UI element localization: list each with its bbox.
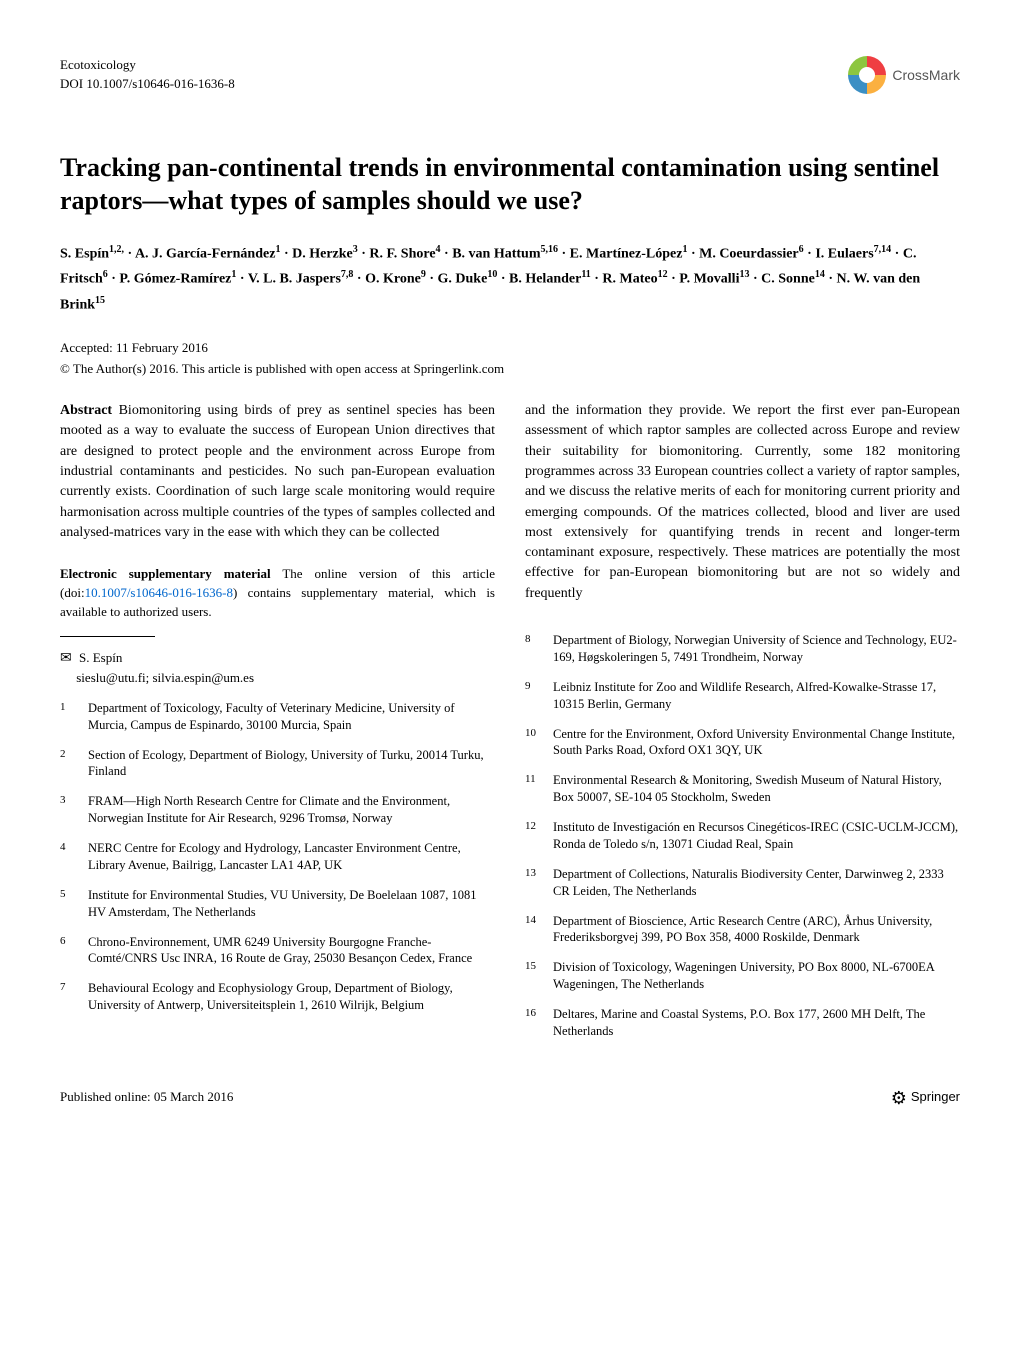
footer: Published online: 05 March 2016 ⚙ Spring…: [60, 1085, 960, 1111]
page-root: Ecotoxicology DOI 10.1007/s10646-016-163…: [0, 0, 1020, 1151]
affiliation-text: Behavioural Ecology and Ecophysiology Gr…: [88, 980, 495, 1014]
affiliation-text: Chrono-Environnement, UMR 6249 Universit…: [88, 934, 495, 968]
affiliation-text: Instituto de Investigación en Recursos C…: [553, 819, 960, 853]
header-left: Ecotoxicology DOI 10.1007/s10646-016-163…: [60, 56, 235, 94]
affiliation-number: 15: [525, 959, 541, 993]
affiliation-item: 3 FRAM—High North Research Centre for Cli…: [60, 793, 495, 827]
affiliation-number: 2: [60, 747, 76, 781]
affiliation-number: 8: [525, 632, 541, 666]
affiliation-item: 15 Division of Toxicology, Wageningen Uni…: [525, 959, 960, 993]
affiliation-item: 16 Deltares, Marine and Coastal Systems, …: [525, 1006, 960, 1040]
copyright-notice: © The Author(s) 2016. This article is pu…: [60, 360, 960, 379]
affiliation-number: 5: [60, 887, 76, 921]
affiliation-item: 8 Department of Biology, Norwegian Univer…: [525, 632, 960, 666]
abstract-text-left: Biomonitoring using birds of prey as sen…: [60, 403, 495, 540]
affiliation-item: 10 Centre for the Environment, Oxford Uni…: [525, 726, 960, 760]
affiliation-item: 12 Instituto de Investigación en Recursos…: [525, 819, 960, 853]
springer-label: Springer: [911, 1088, 960, 1107]
journal-name: Ecotoxicology: [60, 56, 235, 75]
affiliation-text: Section of Ecology, Department of Biolog…: [88, 747, 495, 781]
crossmark-icon: [848, 56, 886, 94]
affiliation-text: Leibniz Institute for Zoo and Wildlife R…: [553, 679, 960, 713]
affiliation-item: 5 Institute for Environmental Studies, VU…: [60, 887, 495, 921]
affiliation-text: Institute for Environmental Studies, VU …: [88, 887, 495, 921]
affiliation-text: Division of Toxicology, Wageningen Unive…: [553, 959, 960, 993]
affiliation-number: 9: [525, 679, 541, 713]
abstract-text-right: and the information they provide. We rep…: [525, 401, 960, 604]
envelope-icon: ✉: [60, 649, 72, 669]
affiliation-number: 10: [525, 726, 541, 760]
affiliations-right: 8 Department of Biology, Norwegian Univer…: [525, 632, 960, 1040]
affiliation-item: 13 Department of Collections, Naturalis B…: [525, 866, 960, 900]
affiliation-number: 1: [60, 700, 76, 734]
affiliation-item: 11 Environmental Research & Monitoring, S…: [525, 772, 960, 806]
corresponding-name: S. Espín: [79, 650, 122, 665]
supplementary-material: Electronic supplementary material The on…: [60, 565, 495, 622]
article-title: Tracking pan-continental trends in envir…: [60, 152, 960, 217]
abstract-columns: Abstract Biomonitoring using birds of pr…: [60, 401, 960, 1053]
affiliation-number: 7: [60, 980, 76, 1014]
affiliation-item: 2 Section of Ecology, Department of Biolo…: [60, 747, 495, 781]
divider-rule: [60, 636, 155, 637]
affiliation-item: 6 Chrono-Environnement, UMR 6249 Universi…: [60, 934, 495, 968]
affiliation-text: Centre for the Environment, Oxford Unive…: [553, 726, 960, 760]
affiliation-number: 11: [525, 772, 541, 806]
affiliation-text: Department of Biology, Norwegian Univers…: [553, 632, 960, 666]
affiliation-item: 4 NERC Centre for Ecology and Hydrology, …: [60, 840, 495, 874]
supp-label: Electronic supplementary material: [60, 566, 271, 581]
affiliation-item: 1 Department of Toxicology, Faculty of Ve…: [60, 700, 495, 734]
affiliation-text: Department of Bioscience, Artic Research…: [553, 913, 960, 947]
affiliations-left: 1 Department of Toxicology, Faculty of Ve…: [60, 700, 495, 1014]
affiliation-number: 3: [60, 793, 76, 827]
affiliation-number: 6: [60, 934, 76, 968]
affiliation-text: Department of Collections, Naturalis Bio…: [553, 866, 960, 900]
affiliation-number: 4: [60, 840, 76, 874]
corresponding-author: ✉ S. Espín sieslu@utu.fi; silvia.espin@u…: [60, 649, 495, 688]
affiliation-number: 12: [525, 819, 541, 853]
affiliation-number: 14: [525, 913, 541, 947]
affiliation-number: 13: [525, 866, 541, 900]
springer-icon: ⚙: [891, 1085, 907, 1111]
abstract-col-left: Abstract Biomonitoring using birds of pr…: [60, 401, 495, 1053]
affiliation-item: 14 Department of Bioscience, Artic Resear…: [525, 913, 960, 947]
affiliation-number: 16: [525, 1006, 541, 1040]
crossmark-label: CrossMark: [892, 65, 960, 85]
corresponding-email: sieslu@utu.fi; silvia.espin@um.es: [76, 670, 254, 685]
crossmark-badge[interactable]: CrossMark: [848, 56, 960, 94]
header-row: Ecotoxicology DOI 10.1007/s10646-016-163…: [60, 56, 960, 94]
abstract-paragraph-left: Abstract Biomonitoring using birds of pr…: [60, 401, 495, 543]
springer-brand: ⚙ Springer: [891, 1085, 960, 1111]
affiliation-item: 9 Leibniz Institute for Zoo and Wildlife …: [525, 679, 960, 713]
accepted-date: Accepted: 11 February 2016: [60, 339, 960, 358]
affiliation-text: Deltares, Marine and Coastal Systems, P.…: [553, 1006, 960, 1040]
published-online: Published online: 05 March 2016: [60, 1088, 233, 1107]
authors-list: S. Espín1,2, · A. J. García-Fernández1 ·…: [60, 241, 960, 317]
affiliation-text: Environmental Research & Monitoring, Swe…: [553, 772, 960, 806]
abstract-label: Abstract: [60, 403, 112, 418]
affiliation-text: Department of Toxicology, Faculty of Vet…: [88, 700, 495, 734]
affiliation-item: 7 Behavioural Ecology and Ecophysiology G…: [60, 980, 495, 1014]
affiliation-text: FRAM—High North Research Centre for Clim…: [88, 793, 495, 827]
abstract-col-right: and the information they provide. We rep…: [525, 401, 960, 1053]
affiliation-text: NERC Centre for Ecology and Hydrology, L…: [88, 840, 495, 874]
doi-text: DOI 10.1007/s10646-016-1636-8: [60, 75, 235, 94]
supp-doi-link[interactable]: 10.1007/s10646-016-1636-8: [85, 585, 233, 600]
